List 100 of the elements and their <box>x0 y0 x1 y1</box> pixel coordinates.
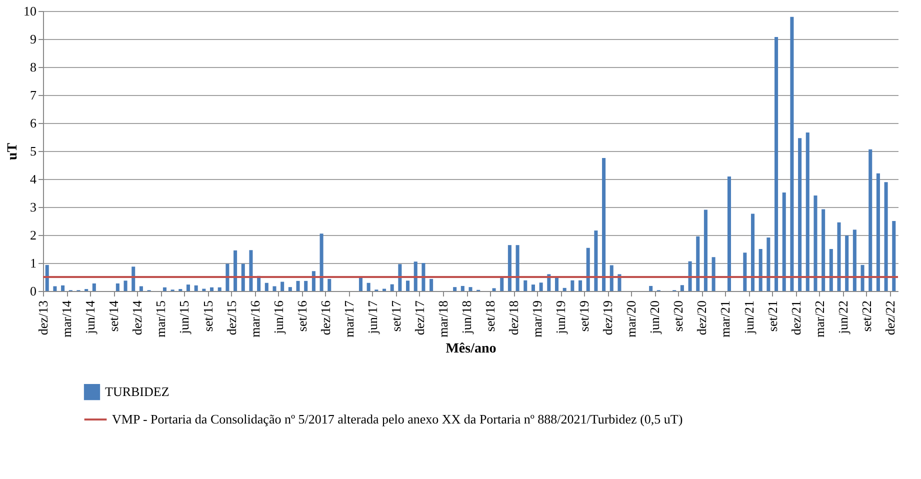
bar <box>829 249 833 291</box>
bar <box>524 280 528 291</box>
x-tick-label: set/14 <box>106 300 122 332</box>
bar <box>516 245 520 291</box>
x-tick-label: dez/21 <box>788 300 804 336</box>
y-tick-label: 3 <box>30 200 36 214</box>
bar <box>508 245 512 291</box>
x-tick-label: mar/18 <box>435 300 450 338</box>
bar <box>272 286 276 291</box>
y-tick-label: 4 <box>30 172 37 186</box>
bar <box>845 236 849 291</box>
y-tick-label: 6 <box>30 116 37 130</box>
bar <box>758 249 762 291</box>
bar <box>280 282 284 291</box>
x-tick-label: dez/15 <box>224 300 239 336</box>
bar <box>406 280 410 291</box>
bar <box>249 250 253 291</box>
bar <box>226 264 230 291</box>
bar <box>688 261 692 291</box>
bar <box>414 262 418 291</box>
bar <box>430 278 434 291</box>
bar <box>422 263 426 291</box>
x-tick-label: mar/20 <box>624 300 639 338</box>
x-tick-label: mar/19 <box>530 300 545 338</box>
x-tick-label: jun/19 <box>553 300 568 335</box>
x-tick-label: jun/17 <box>364 300 380 335</box>
bar <box>774 37 778 291</box>
bar <box>868 149 872 291</box>
bar <box>312 271 316 291</box>
x-tick-label: dez/16 <box>318 300 333 336</box>
x-tick-label: set/22 <box>858 300 874 332</box>
x-tick-label: set/20 <box>670 300 686 332</box>
bar <box>288 287 292 291</box>
x-tick-label: jun/16 <box>270 300 286 335</box>
bar <box>61 285 65 291</box>
x-tick-label: mar/15 <box>153 300 168 338</box>
bar <box>798 138 802 291</box>
bar <box>837 222 841 291</box>
bar <box>366 282 370 291</box>
y-tick-label: 8 <box>30 60 36 74</box>
bar <box>45 264 49 291</box>
bar <box>264 282 268 291</box>
bar <box>218 287 222 291</box>
bar <box>468 287 472 291</box>
x-tick-label: jun/14 <box>82 300 98 335</box>
bar <box>680 285 684 291</box>
x-tick-label: set/15 <box>200 300 216 332</box>
bar <box>132 266 136 291</box>
x-tick-label: mar/22 <box>812 300 827 338</box>
y-axis-title: uT <box>6 142 20 160</box>
bar <box>539 282 543 291</box>
legend-label: VMP - Portaria da Consolidação nº 5/2017 alterada pelo anexo XX da Portaria nº 888/2021/Turbidez (0,5 uT) <box>112 412 683 426</box>
bar <box>500 278 504 291</box>
x-tick-label: mar/16 <box>247 300 262 338</box>
bar <box>320 234 324 291</box>
x-tick-label: set/18 <box>482 300 498 332</box>
bar <box>766 238 770 291</box>
bar <box>390 284 394 291</box>
x-tick-label: jun/15 <box>176 300 192 335</box>
y-tick-label: 9 <box>30 32 36 46</box>
bar <box>743 252 747 291</box>
x-tick-label: set/21 <box>764 300 780 332</box>
bar <box>328 278 332 291</box>
bar <box>704 210 708 291</box>
bar <box>304 280 308 291</box>
x-tick-label: dez/14 <box>130 300 145 336</box>
x-axis-title: Mês/ano <box>446 341 496 356</box>
bar <box>822 209 826 291</box>
x-tick-label: mar/21 <box>718 300 733 338</box>
bar <box>790 16 794 291</box>
x-tick-label: mar/14 <box>59 300 74 338</box>
bar <box>492 288 496 291</box>
x-tick-label: dez/18 <box>506 300 522 336</box>
bar <box>806 132 810 291</box>
bar <box>162 287 166 291</box>
bar <box>554 278 559 291</box>
bar <box>892 221 896 291</box>
bar <box>852 230 856 291</box>
bar <box>578 280 582 291</box>
x-tick-label: dez/20 <box>694 300 710 336</box>
bar <box>398 264 402 291</box>
bar <box>696 236 700 291</box>
x-tick-label: jun/18 <box>459 300 474 335</box>
bar <box>234 250 238 291</box>
x-tick-label: jun/20 <box>647 300 662 335</box>
bar <box>782 192 786 291</box>
bar <box>186 284 190 291</box>
bar <box>116 283 120 291</box>
x-tick-label: dez/13 <box>36 300 51 336</box>
y-tick-label: 1 <box>30 256 36 270</box>
bar <box>570 280 574 291</box>
y-tick-label: 2 <box>30 228 36 242</box>
x-tick-label: dez/22 <box>882 300 898 336</box>
bar <box>649 286 653 291</box>
bar <box>610 265 614 291</box>
x-tick-label: set/16 <box>294 300 310 332</box>
bar <box>884 182 888 291</box>
bar <box>727 176 731 291</box>
legend-label: TURBIDEZ <box>105 384 170 399</box>
bar <box>296 280 300 291</box>
